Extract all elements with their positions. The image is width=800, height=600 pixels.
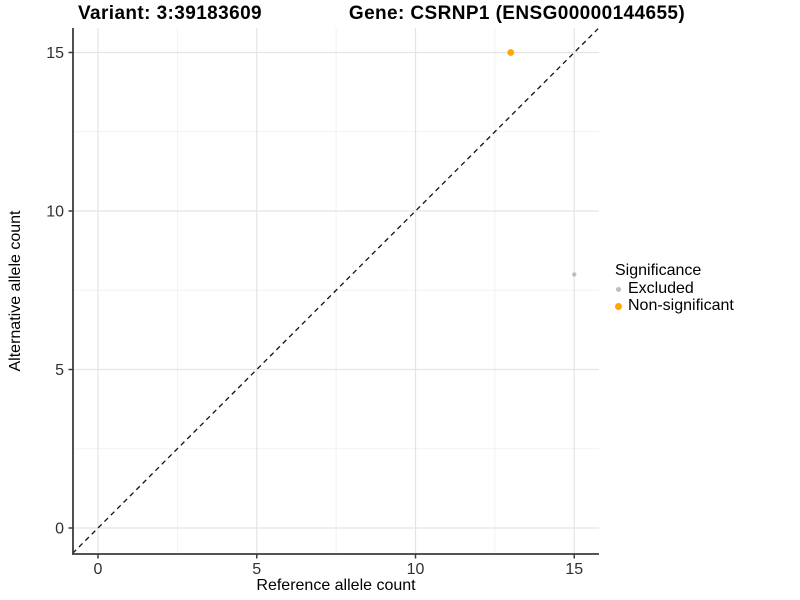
legend: Significance Excluded Non-significant <box>615 261 734 314</box>
y-tick-label: 0 <box>55 521 64 538</box>
identity-line <box>72 28 599 554</box>
data-point-non-significant <box>507 49 515 56</box>
x-tick-label: 0 <box>94 561 103 578</box>
x-axis-title: Reference allele count <box>256 577 416 594</box>
excluded-dot-icon <box>616 286 621 292</box>
legend-title: Significance <box>615 262 702 279</box>
data-point-excluded <box>572 272 577 277</box>
legend-item-non-significant: Non-significant <box>615 297 734 314</box>
y-tick-label: 15 <box>46 45 64 62</box>
legend-item-label: Excluded <box>628 280 694 297</box>
plot-title-gene: Gene: CSRNP1 (ENSG00000144655) <box>348 3 686 24</box>
x-tick-label: 5 <box>252 561 261 578</box>
y-axis-title: Alternative allele count <box>7 210 24 372</box>
y-tick-label: 10 <box>46 204 64 221</box>
legend-item-excluded: Excluded <box>615 280 734 297</box>
x-tick-label: 10 <box>407 561 425 578</box>
legend-item-label: Non-significant <box>628 297 734 314</box>
x-tick-label: 15 <box>565 561 583 578</box>
y-tick-label: 5 <box>55 362 64 379</box>
non-significant-dot-icon <box>615 302 622 310</box>
plot-title-variant: Variant: 3:39183609 <box>78 3 262 24</box>
